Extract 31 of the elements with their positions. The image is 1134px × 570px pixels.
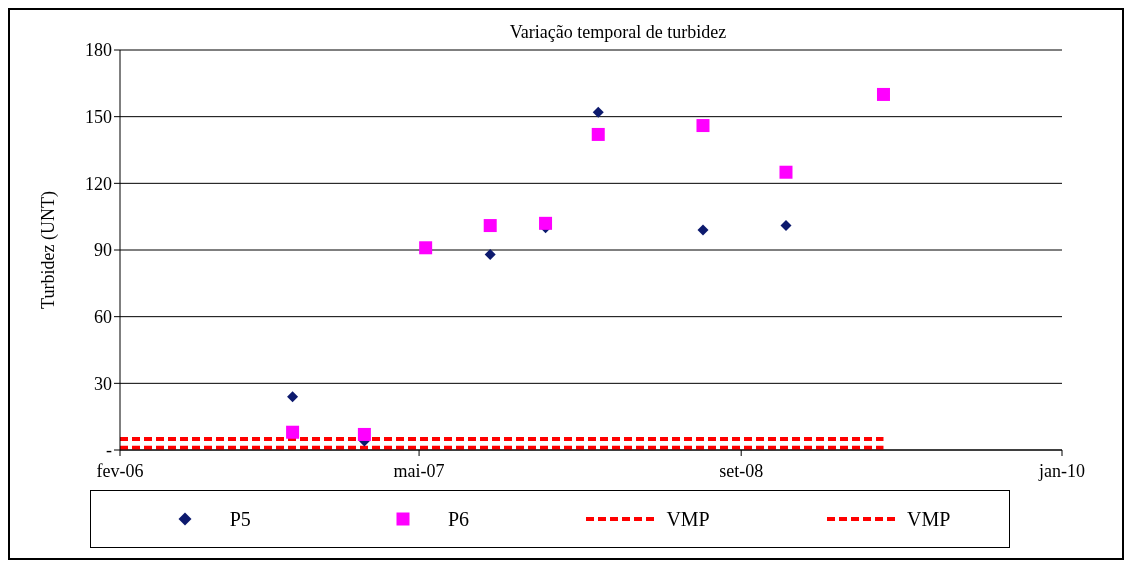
x-tick-label: set-08 [719,460,764,481]
y-tick-label: 150 [85,107,112,128]
legend-label: P5 [229,507,251,531]
y-tick-label: 60 [94,307,112,328]
point [876,87,890,101]
chart-title: Variação temporal de turbidez [509,22,727,42]
x-tick-label: mai-07 [393,460,445,481]
point [419,241,433,255]
legend-label: VMP [906,507,951,531]
x-tick-label: jan-10 [1038,460,1085,481]
point [779,165,793,179]
point [357,427,371,441]
point [696,119,710,133]
y-tick-label: 30 [94,373,112,394]
point [287,391,299,403]
point [697,224,709,236]
point [780,220,792,232]
point [286,425,300,439]
point [592,106,604,118]
point [484,248,496,260]
legend-label: VMP [666,507,710,531]
y-tick-label: 120 [85,173,112,194]
point [539,216,553,230]
legend-label: P6 [448,507,470,531]
x-tick-label: fev-06 [96,460,144,481]
point [483,219,497,233]
y-tick-label: - [106,440,112,461]
point [591,127,605,141]
y-axis-title: Turbidez (UNT) [38,191,60,309]
y-tick-label: 180 [85,40,112,61]
y-tick-label: 90 [94,240,112,261]
